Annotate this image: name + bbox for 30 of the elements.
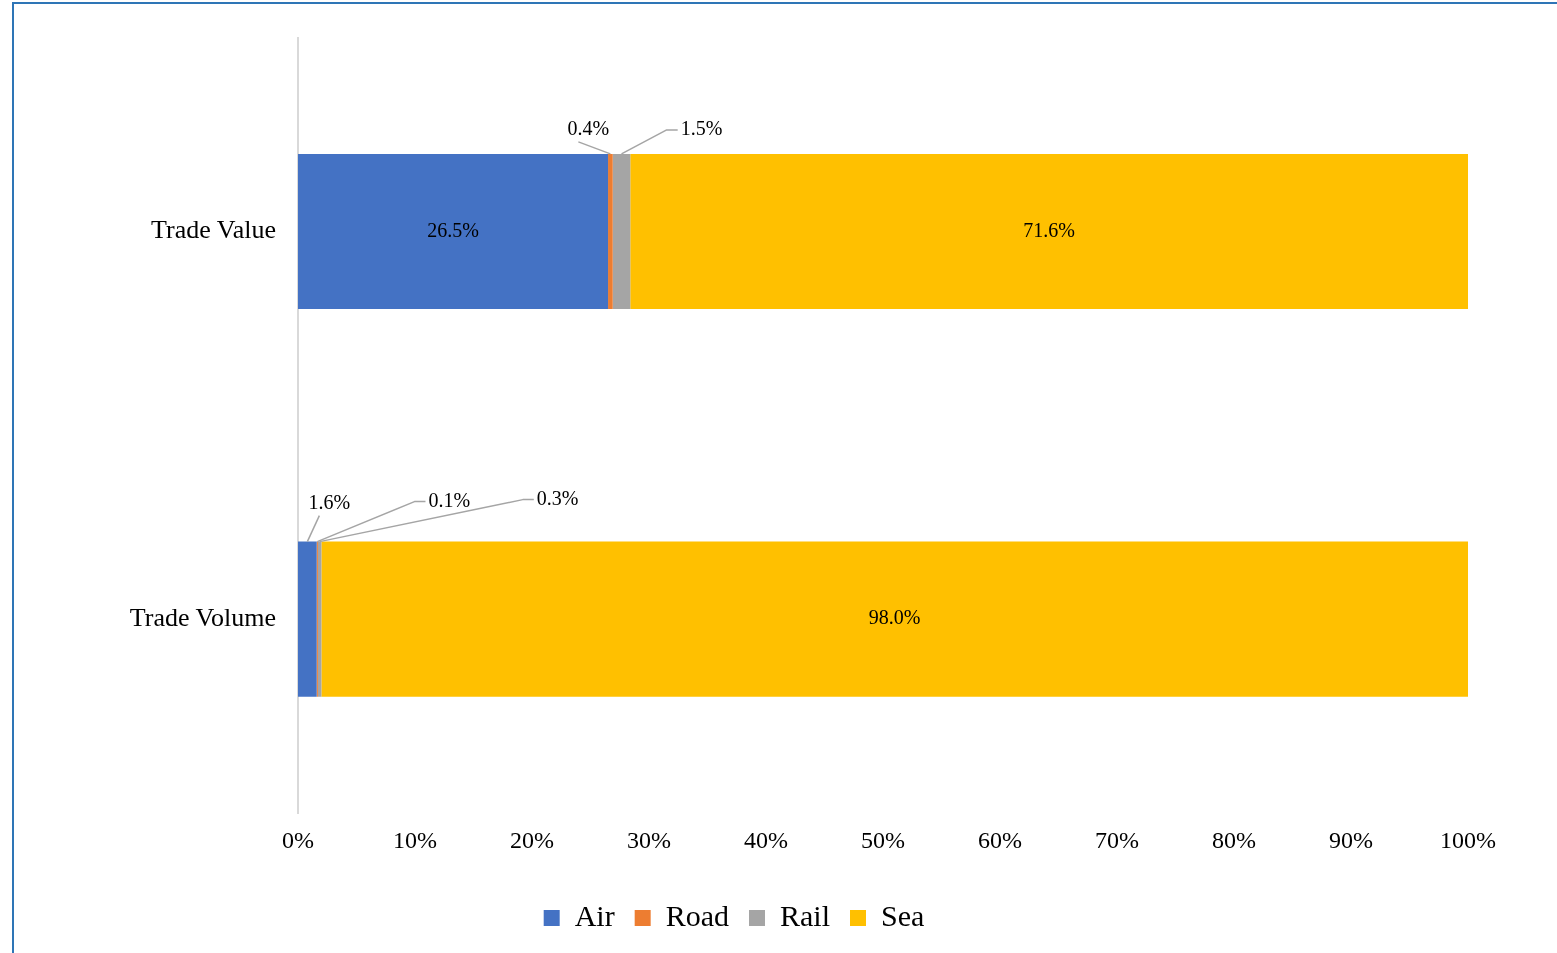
x-tick-label: 40% [744,826,788,853]
data-label: 71.6% [1023,218,1075,241]
data-label: 98.0% [868,606,921,629]
bar [298,541,317,697]
data-label: 1.6% [308,490,351,513]
x-tick-label: 60% [978,826,1022,853]
legend-label: Road [665,898,730,932]
x-tick-label: 80% [1212,826,1256,853]
bar [608,153,613,309]
data-label: 0.4% [567,117,610,140]
x-tick-label: 0% [282,826,314,853]
data-label: 0.1% [428,488,471,511]
bar [630,153,1468,309]
x-tick-label: 90% [1329,826,1373,853]
y-tick-label: Trade Volume [129,602,276,632]
bar [321,541,1468,697]
legend-label: Air [574,898,615,932]
x-tick-label: 20% [510,826,554,853]
data-label: 26.5% [427,218,479,241]
x-tick-label: 30% [627,826,671,853]
y-tick-label: Trade Value [151,215,276,245]
x-tick-label: 50% [861,826,905,853]
data-label: 1.5% [680,117,723,140]
x-tick-label: 10% [393,826,437,853]
bar [298,153,609,309]
x-tick-label: 100% [1440,826,1496,853]
legend-label: Sea [881,898,925,932]
data-label: 0.3% [536,486,579,509]
legend-label: Rail [780,898,830,932]
x-tick-label: 70% [1095,826,1139,853]
